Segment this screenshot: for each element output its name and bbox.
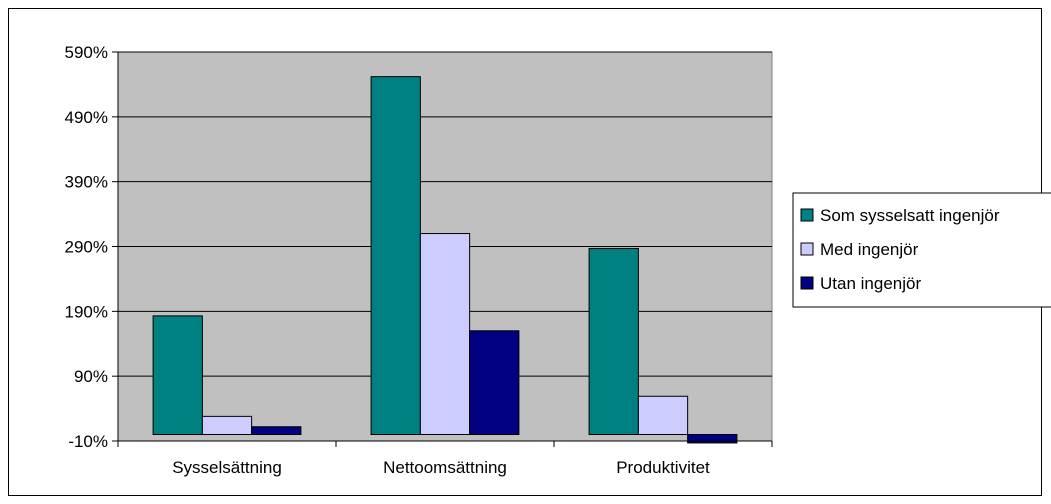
legend-label: Utan ingenjör (820, 274, 921, 293)
legend-box (792, 192, 1051, 308)
x-tick-label: Sysselsättning (172, 458, 282, 477)
y-tick-label: 490% (65, 108, 108, 127)
bar-2-2 (419, 233, 471, 436)
bar-3-2 (469, 330, 520, 436)
y-tick-label: 290% (65, 238, 108, 257)
legend-swatch (800, 242, 814, 256)
bars (152, 76, 738, 444)
bar-2-3 (637, 395, 689, 436)
y-tick-labels: -10% 90% 190% 290% 390% 490% 590% (65, 43, 108, 451)
x-tick-label: Produktivitet (616, 458, 710, 477)
bar-1-2 (370, 76, 421, 436)
bar-1-3 (588, 247, 639, 436)
x-tick-labels: Sysselsättning Nettoomsättning Produktivit… (172, 458, 710, 477)
legend-label: Med ingenjör (820, 240, 919, 259)
y-tick-label: 90% (74, 367, 108, 386)
y-tick-label: -10% (68, 432, 108, 451)
y-tick-label: 590% (65, 43, 108, 62)
legend: Som sysselsatt ingenjör Med ingenjör Utan … (792, 192, 1051, 308)
y-tick-label: 390% (65, 173, 108, 192)
axes (112, 51, 773, 447)
x-tick-label: Nettoomsättning (383, 458, 507, 477)
legend-swatch (800, 276, 814, 290)
y-tick-label: 190% (65, 302, 108, 321)
bar-3-1 (251, 426, 302, 436)
bar-3-3 (687, 434, 738, 444)
bar-2-1 (201, 415, 253, 436)
legend-label: Som sysselsatt ingenjör (820, 206, 1000, 225)
bar-1-1 (152, 315, 203, 436)
legend-swatch (800, 208, 814, 222)
